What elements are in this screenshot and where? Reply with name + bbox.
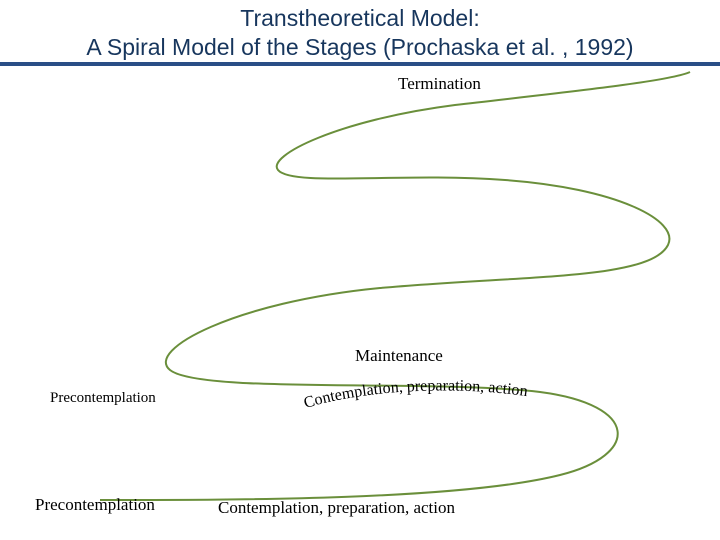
title-underline (0, 62, 720, 66)
title-line-2: A Spiral Model of the Stages (Prochaska … (0, 33, 720, 62)
label-precontemplation-upper: Precontemplation (50, 390, 156, 407)
label-precontemplation-lower: Precontemplation (35, 495, 155, 515)
slide: Transtheoretical Model: A Spiral Model o… (0, 0, 720, 540)
title-line-1: Transtheoretical Model: (0, 4, 720, 33)
spiral-path (100, 72, 690, 500)
spiral-diagram: Contemplation, preparation, action Termi… (0, 70, 720, 540)
title-block: Transtheoretical Model: A Spiral Model o… (0, 0, 720, 62)
label-maintenance: Maintenance (355, 346, 443, 366)
spiral-svg: Contemplation, preparation, action (0, 70, 720, 540)
curved-label-textpath: Contemplation, preparation, action (302, 377, 529, 412)
label-contemplation-lower: Contemplation, preparation, action (218, 498, 455, 518)
curved-label: Contemplation, preparation, action (302, 377, 529, 412)
label-termination: Termination (398, 74, 481, 94)
